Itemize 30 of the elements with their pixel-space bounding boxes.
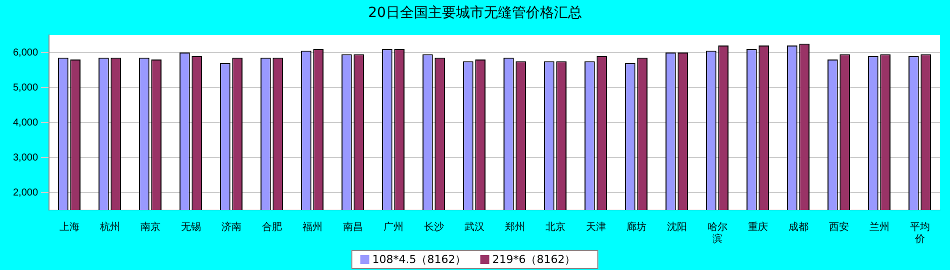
- x-tick-label: 平均价: [910, 220, 930, 245]
- legend-label: 108*4.5（8162）: [371, 253, 466, 266]
- x-tick-label: 南昌: [342, 220, 363, 233]
- x-tick-label: 北京: [545, 220, 566, 233]
- chart-title: 20日全国主要城市无缝管价格汇总: [367, 4, 583, 22]
- x-tick-label: 成都: [788, 220, 808, 233]
- x-tick-label: 重庆: [748, 220, 768, 233]
- x-tick-label: 郑州: [504, 220, 525, 233]
- x-tick-label: 广州: [383, 220, 404, 233]
- x-tick-label: 合肥: [262, 220, 282, 233]
- x-tick-label: 长沙: [424, 220, 444, 233]
- x-tick-label: 沈阳: [666, 220, 687, 233]
- x-tick-label: 哈尔滨: [707, 220, 728, 245]
- x-tick-label: 杭州: [98, 220, 120, 233]
- y-tick-label: 6,000: [12, 47, 38, 58]
- x-tick-label: 兰州: [869, 220, 890, 233]
- x-tick-label: 西安: [828, 220, 849, 233]
- y-tick-label: 4,000: [12, 117, 38, 128]
- x-tick-label: 天津: [586, 220, 606, 233]
- legend-label: 219*6（8162）: [491, 253, 576, 266]
- x-tick-label: 济南: [221, 220, 242, 233]
- y-tick-label: 5,000: [12, 82, 38, 94]
- x-tick-label: 福州: [302, 220, 322, 233]
- y-tick-label: 2,000: [12, 187, 38, 198]
- x-tick-label: 上海: [59, 220, 80, 233]
- x-tick-label: 南京: [140, 220, 160, 233]
- x-tick-label: 廊坊: [626, 220, 646, 233]
- x-tick-label: 武汉: [464, 220, 484, 233]
- x-tick-label: 无锡: [180, 222, 201, 233]
- y-tick-label: 3,000: [12, 152, 38, 164]
